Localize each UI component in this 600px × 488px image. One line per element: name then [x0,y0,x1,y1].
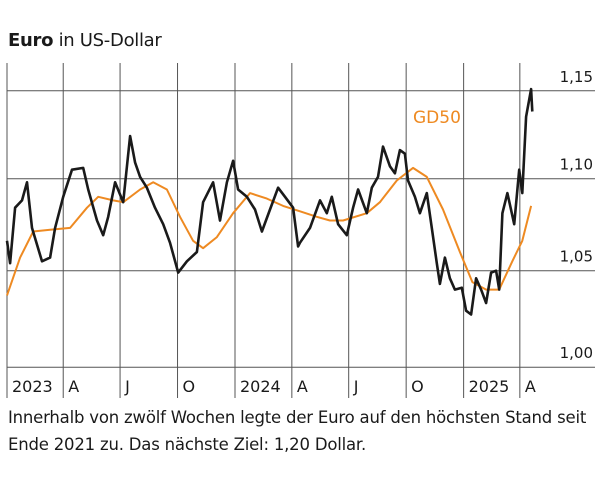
legend-gd50: GD50 [413,108,461,128]
euro-dollar-chart: 1,00 1,05 1,10 1,15 2023 A J O 2024 A J O 2025 A GD50 [5,63,595,398]
y-tick-label: 1,15 [560,68,593,86]
x-tick-label: O [183,377,196,396]
x-tick-label: J [353,377,359,396]
title-bold: Euro [8,30,54,51]
x-tick-label: 2023 [12,377,53,396]
y-tick-label: 1,00 [560,344,593,362]
chart-title: Euro in US-Dollar [8,30,162,51]
y-tick-label: 1,05 [560,248,593,266]
title-rest: in US-Dollar [58,30,162,51]
x-tick-label: 2024 [240,377,281,396]
x-tick-label: A [297,377,308,396]
x-tick-label: J [124,377,130,396]
x-tick-label: A [525,377,536,396]
chart-caption: Innerhalb von zwölf Wochen legte der Eur… [8,408,587,454]
gd50-line [6,166,533,296]
x-tick-label: A [68,377,79,396]
y-tick-label: 1,10 [560,156,593,174]
x-tick-label: 2025 [469,377,510,396]
x-tick-label: O [411,377,424,396]
euro-line [5,87,534,316]
